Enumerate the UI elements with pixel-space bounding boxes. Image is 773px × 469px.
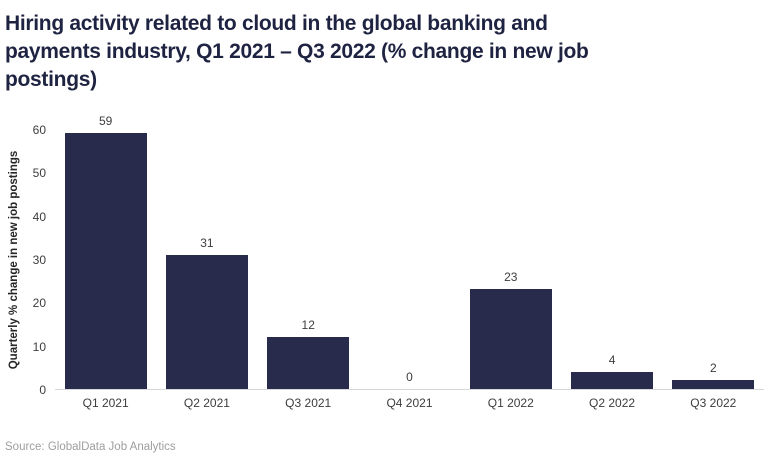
y-axis-ticks: 0 10 20 30 40 50 60 [23,123,55,397]
bar-slot: 2 [663,130,764,389]
y-tick-label: 20 [32,296,46,311]
x-axis-labels: Q1 2021 Q2 2021 Q3 2021 Q4 2021 Q1 2022 Q2 20… [55,390,764,410]
bar [267,337,350,389]
y-tick-label: 60 [32,123,46,137]
y-tick-label: 0 [39,383,46,397]
bar-value-label: 4 [608,352,616,367]
bar [469,289,552,389]
bar-value-label: 2 [709,361,717,376]
chart-title-line-1: Hiring activity related to cloud in the … [5,12,548,35]
x-tick-label: Q3 2021 [285,396,332,410]
bar [165,254,248,389]
y-tick-label: 10 [32,339,46,354]
y-axis-title: Quarterly % change in new job postings [8,150,20,370]
bar-value-label: 12 [301,318,315,332]
x-tick-label: Q4 2021 [386,396,433,410]
chart-title-line-2: payments industry, Q1 2021 – Q3 2022 (% … [5,40,589,63]
source-note: Source: GlobalData Job Analytics [5,441,176,453]
chart-title-line-3: postings) [5,68,97,91]
y-axis-title-container: Quarterly % change in new job postings [5,130,23,390]
bar-slot: 12 [258,130,359,389]
x-tick-label: Q2 2021 [183,396,230,410]
bar-value-label: 31 [200,235,214,250]
x-tick-label: Q1 2022 [487,396,534,410]
bar-slot: 0 [359,130,460,389]
plot-area: 59 31 12 0 23 4 2 [55,114,764,390]
bar-value-label: 23 [504,270,518,285]
x-tick-label: Q2 2022 [589,396,636,410]
bar-slot: 4 [561,130,662,389]
bar-slot: 23 [460,130,561,389]
bar-slot: 59 [55,114,156,389]
bar-chart: Quarterly % change in new job postings 0… [5,114,764,397]
bar-value-label: 0 [406,370,413,384]
y-tick-label: 40 [32,209,46,224]
bar-value-label: 59 [98,114,113,129]
bar [672,380,755,389]
y-tick-label: 30 [32,253,46,267]
bar [64,133,147,389]
bar-slot: 31 [156,130,257,389]
chart-title: Hiring activity related to cloud in the … [5,10,767,94]
bar [571,371,654,389]
x-tick-label: Q3 2022 [690,396,737,410]
y-tick-label: 50 [32,166,46,181]
chart-page: Hiring activity related to cloud in the … [5,10,767,410]
x-tick-label: Q1 2021 [82,396,129,410]
